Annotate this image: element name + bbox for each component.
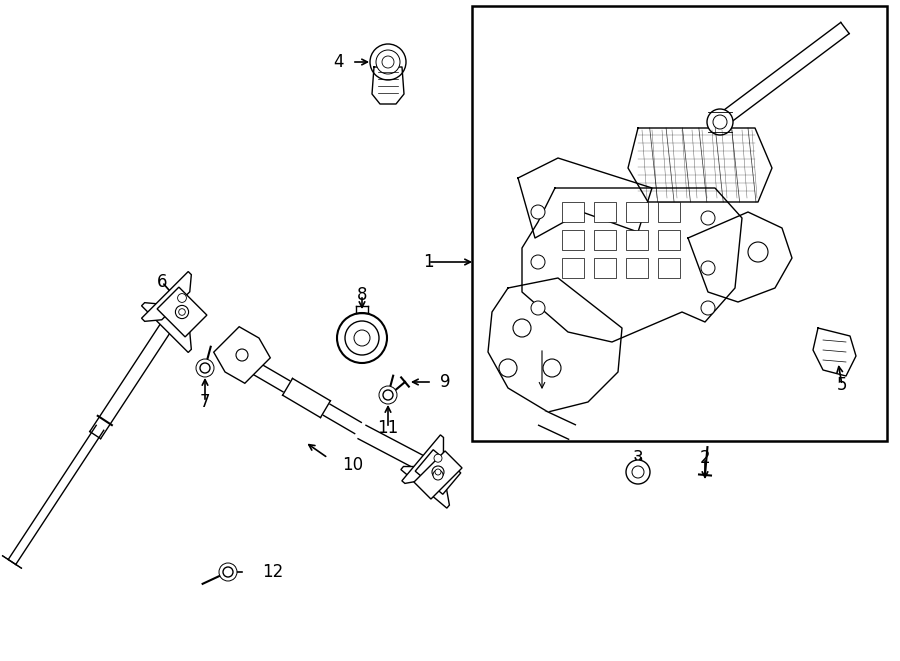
Polygon shape: [488, 278, 622, 412]
Bar: [562, 258, 584, 278]
Polygon shape: [721, 22, 850, 124]
Circle shape: [513, 319, 531, 337]
Text: 10: 10: [342, 456, 363, 474]
Text: 9: 9: [440, 373, 450, 391]
Bar: [626, 202, 648, 222]
Circle shape: [354, 330, 370, 346]
Circle shape: [713, 115, 727, 129]
Bar: [626, 258, 648, 278]
Bar: [658, 202, 680, 222]
Polygon shape: [213, 327, 270, 383]
Text: 3: 3: [633, 449, 643, 467]
Bar: [658, 230, 680, 250]
Circle shape: [701, 301, 715, 315]
Circle shape: [531, 255, 545, 269]
Polygon shape: [141, 303, 192, 352]
Polygon shape: [158, 287, 207, 337]
Circle shape: [345, 321, 379, 355]
Polygon shape: [283, 378, 330, 418]
Circle shape: [376, 50, 400, 74]
Text: 2: 2: [699, 449, 710, 467]
Text: 7: 7: [200, 393, 211, 411]
Circle shape: [701, 211, 715, 225]
Circle shape: [223, 567, 233, 577]
Circle shape: [179, 309, 185, 315]
Circle shape: [748, 242, 768, 262]
Circle shape: [632, 466, 644, 478]
Circle shape: [236, 349, 248, 361]
Circle shape: [626, 460, 650, 484]
Bar: [594, 258, 616, 278]
Bar: [658, 258, 680, 278]
Circle shape: [383, 390, 393, 400]
Bar: [626, 230, 648, 250]
Circle shape: [432, 466, 444, 478]
Text: 8: 8: [356, 286, 367, 304]
Bar: [562, 202, 584, 222]
Polygon shape: [538, 410, 575, 440]
Circle shape: [176, 305, 189, 319]
Polygon shape: [141, 272, 192, 321]
Polygon shape: [688, 212, 792, 302]
Circle shape: [434, 454, 442, 462]
Circle shape: [177, 293, 186, 302]
Polygon shape: [518, 158, 652, 238]
Text: 11: 11: [377, 419, 399, 437]
Circle shape: [379, 386, 397, 404]
Polygon shape: [415, 449, 461, 494]
Circle shape: [337, 313, 387, 363]
Text: 6: 6: [157, 273, 167, 291]
Polygon shape: [358, 425, 442, 479]
Polygon shape: [252, 362, 361, 434]
Polygon shape: [90, 315, 177, 439]
Polygon shape: [372, 67, 404, 104]
Polygon shape: [813, 328, 856, 376]
Circle shape: [433, 470, 443, 480]
Circle shape: [499, 359, 517, 377]
Polygon shape: [628, 128, 772, 202]
Circle shape: [543, 359, 561, 377]
Circle shape: [435, 469, 441, 475]
Text: 1: 1: [423, 253, 433, 271]
Circle shape: [701, 261, 715, 275]
Circle shape: [707, 109, 733, 135]
Text: 5: 5: [837, 376, 847, 394]
Circle shape: [382, 56, 394, 68]
Polygon shape: [414, 451, 462, 499]
Circle shape: [196, 359, 214, 377]
Text: 4: 4: [333, 53, 343, 71]
Text: 12: 12: [262, 563, 284, 581]
Bar: [594, 230, 616, 250]
Bar: [562, 230, 584, 250]
Bar: [472, 6, 887, 441]
Circle shape: [370, 44, 406, 80]
Circle shape: [531, 301, 545, 315]
Bar: [594, 202, 616, 222]
Polygon shape: [522, 188, 742, 342]
Circle shape: [200, 363, 210, 373]
Polygon shape: [400, 467, 449, 508]
Polygon shape: [8, 425, 104, 564]
Circle shape: [219, 563, 237, 581]
Polygon shape: [402, 435, 444, 483]
Circle shape: [531, 205, 545, 219]
